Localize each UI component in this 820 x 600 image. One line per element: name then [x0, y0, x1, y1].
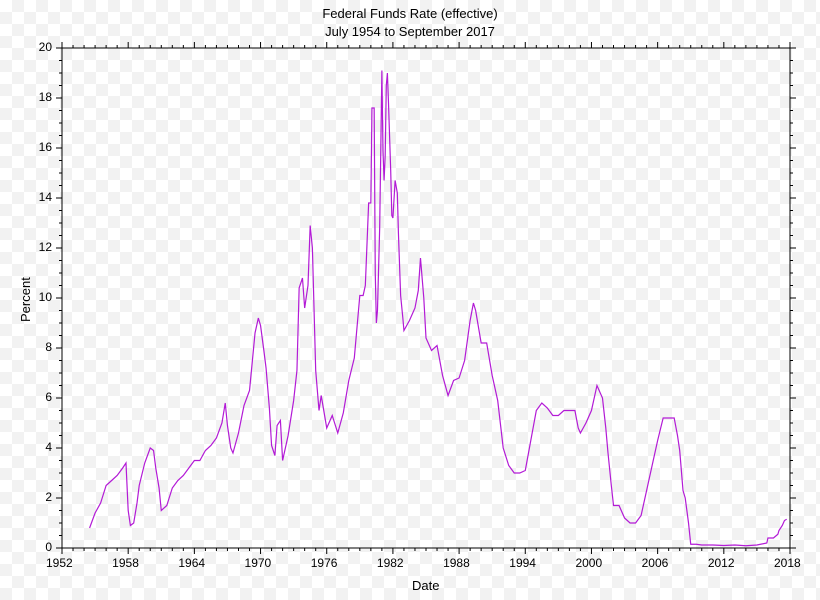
y-tick-label: 4 — [45, 440, 52, 454]
x-tick-label: 2012 — [708, 556, 735, 570]
y-tick-label: 16 — [39, 140, 52, 154]
x-tick-label: 1952 — [46, 556, 73, 570]
x-tick-label: 1964 — [178, 556, 205, 570]
x-tick-label: 2000 — [575, 556, 602, 570]
y-tick-label: 2 — [45, 490, 52, 504]
x-tick-label: 1958 — [112, 556, 139, 570]
x-tick-label: 2018 — [774, 556, 801, 570]
x-axis-label: Date — [412, 578, 439, 593]
y-tick-label: 0 — [45, 540, 52, 554]
x-tick-label: 1970 — [245, 556, 272, 570]
x-tick-label: 2006 — [642, 556, 669, 570]
x-tick-label: 1976 — [311, 556, 338, 570]
y-axis-label: Percent — [18, 277, 33, 322]
y-tick-label: 18 — [39, 90, 52, 104]
y-tick-label: 10 — [39, 290, 52, 304]
x-tick-label: 1994 — [509, 556, 536, 570]
y-tick-label: 20 — [39, 40, 52, 54]
x-tick-label: 1988 — [443, 556, 470, 570]
chart-container: Federal Funds Rate (effective) July 1954… — [0, 0, 820, 600]
y-tick-label: 8 — [45, 340, 52, 354]
y-tick-label: 12 — [39, 240, 52, 254]
chart-svg — [0, 0, 820, 600]
x-tick-label: 1982 — [377, 556, 404, 570]
y-tick-label: 14 — [39, 190, 52, 204]
y-tick-label: 6 — [45, 390, 52, 404]
